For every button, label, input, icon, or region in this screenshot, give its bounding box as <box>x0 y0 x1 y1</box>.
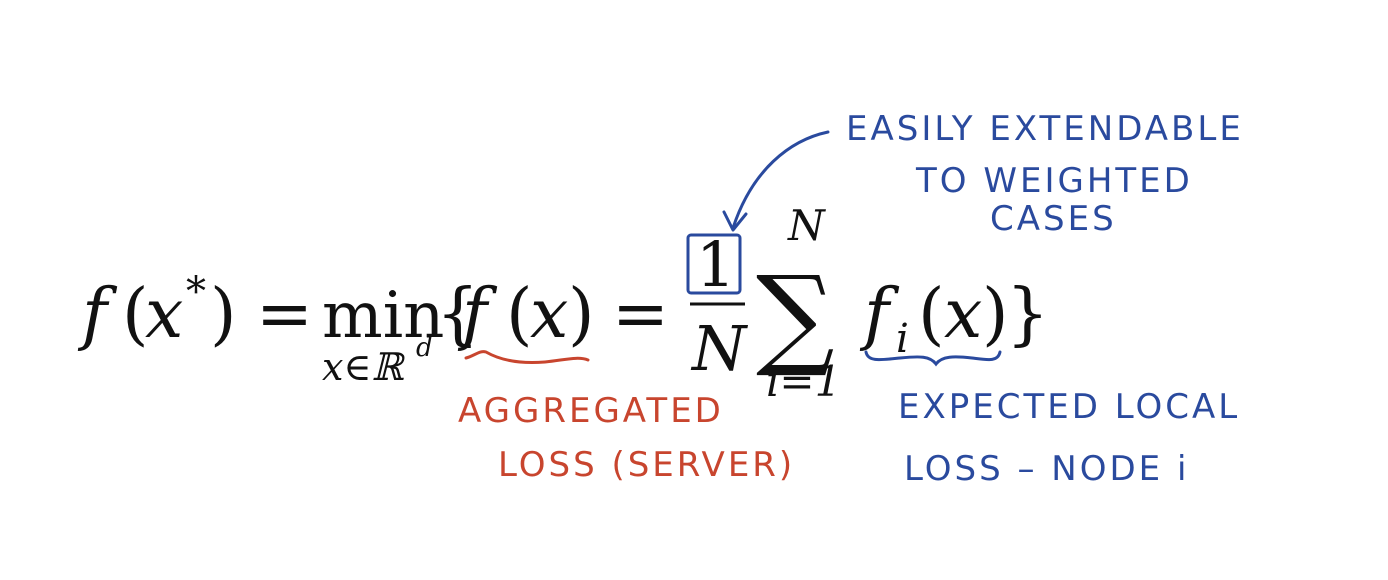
weighted-note-arrowhead <box>722 210 748 232</box>
lhs-star: * <box>186 269 206 315</box>
equals-sign-2: = <box>612 275 669 354</box>
aggregated-paren-close: ) <box>568 275 595 354</box>
aggregated-underbrace <box>464 350 590 364</box>
local-paren-close: ) <box>982 275 1009 354</box>
aggregated-note-line-1: AGGREGATED <box>458 391 724 431</box>
weighted-note-line-2: TO WEIGHTED <box>915 161 1193 201</box>
brace-close: } <box>1006 275 1049 354</box>
aggregated-note-line-2: LOSS (SERVER) <box>498 445 795 485</box>
fraction-denominator: N <box>690 312 749 385</box>
local-note-line-2: LOSS – NODE i <box>904 449 1189 489</box>
aggregated-x: x <box>530 275 568 354</box>
min-operator: min <box>322 279 444 353</box>
aggregated-f: f <box>457 275 498 354</box>
local-paren-open: ( <box>918 275 945 354</box>
min-subscript-dimension: d <box>416 333 433 363</box>
lhs-x: x <box>145 275 183 354</box>
weighted-note-line-1: EASILY EXTENDABLE <box>846 109 1244 149</box>
lhs-paren-close: ) <box>210 275 237 354</box>
local-underbrace <box>864 350 1002 367</box>
lhs-f: f <box>77 275 118 354</box>
local-note-line-1: EXPECTED LOCAL <box>898 387 1240 427</box>
local-subscript-i: i <box>896 316 909 362</box>
min-subscript: x∈ℝ <box>322 345 406 389</box>
local-x: x <box>944 275 982 354</box>
equals-sign-1: = <box>256 275 313 354</box>
weighted-note-line-3: CASES <box>990 199 1117 239</box>
numerator-highlight-box <box>686 233 742 295</box>
summation-lower-limit: i=1 <box>766 357 841 406</box>
brace-open: { <box>436 275 479 354</box>
aggregated-paren-open: ( <box>506 275 533 354</box>
summation-upper-limit: N <box>787 201 826 250</box>
summation-symbol: ∑ <box>756 252 835 380</box>
local-f: f <box>859 275 900 354</box>
fraction-numerator: 1 <box>696 228 735 301</box>
lhs-paren-open: ( <box>122 275 149 354</box>
weighted-note-arrow <box>731 130 830 230</box>
